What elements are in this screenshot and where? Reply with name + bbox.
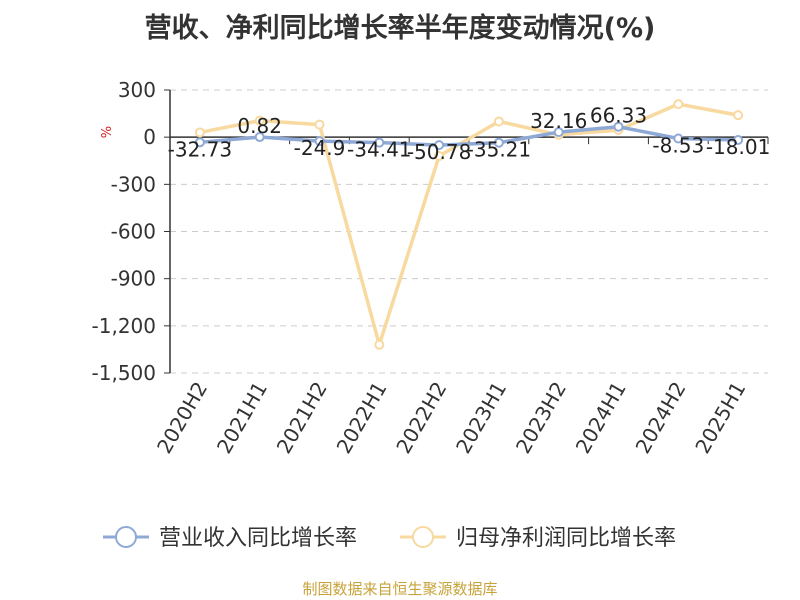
x-tick-label: 2021H1	[212, 378, 272, 458]
x-tick-label: 2023H1	[451, 378, 511, 458]
x-tick-label: 2022H2	[391, 377, 451, 457]
legend-swatch-marker	[115, 526, 137, 548]
x-tick-label: 2022H1	[332, 378, 392, 458]
data-point	[613, 121, 624, 132]
gridlines	[170, 89, 768, 374]
data-point	[434, 140, 445, 151]
data-point	[374, 137, 385, 148]
data-label: -32.73	[168, 137, 232, 161]
y-axis-unit: %	[100, 126, 115, 138]
y-tick-label: -900	[111, 267, 156, 291]
data-point	[733, 110, 744, 121]
data-point	[733, 134, 744, 145]
x-tick-label: 2023H2	[511, 378, 571, 458]
data-label: -35.21	[467, 138, 531, 162]
data-point	[194, 137, 205, 148]
legend: 营业收入同比增长率 归母净利润同比增长率	[103, 526, 676, 551]
data-label: -18.01	[706, 135, 770, 159]
data-point	[254, 132, 265, 143]
x-tick-label: 2020H2	[152, 378, 212, 458]
legend-swatch-marker	[412, 526, 434, 548]
legend-label: 归母净利润同比增长率	[456, 526, 676, 551]
source-note: 制图数据来自恒生聚源数据库	[302, 580, 498, 598]
data-label: -50.78	[407, 140, 471, 164]
data-label: 0.82	[237, 114, 282, 138]
data-label: -34.41	[347, 138, 411, 162]
x-tick-label: 2024H1	[571, 378, 631, 458]
data-labels: -32.730.82 -24.9 -34.41-50.78-35.21 32.16 66…	[168, 104, 771, 164]
data-point	[493, 116, 504, 127]
data-label: 66.33	[590, 104, 647, 128]
data-label: -24.9	[294, 136, 346, 160]
legend-label: 营业收入同比增长率	[159, 526, 357, 551]
x-axis: 2020H2 2021H1 2021H2 2022H1 2022H2 2023H1 2023…	[152, 136, 769, 458]
y-tick-label: 300	[118, 78, 156, 102]
y-tick-label: -600	[111, 220, 156, 244]
x-tick-label: 2024H2	[631, 378, 691, 458]
data-point	[194, 127, 205, 138]
data-point	[673, 99, 684, 110]
data-point	[673, 133, 684, 144]
data-point	[314, 136, 325, 147]
data-point	[314, 119, 325, 130]
data-point	[493, 137, 504, 148]
data-label: -8.53	[652, 134, 704, 158]
data-point	[434, 151, 445, 162]
y-tick-label: -1,500	[92, 361, 156, 385]
series-line	[199, 124, 739, 147]
series-lines	[194, 99, 744, 350]
y-axis: 300 0 -300 -600 -900 -1,200 -1,500%	[92, 78, 171, 385]
y-tick-label: 0	[143, 125, 156, 149]
data-label: 32.16	[530, 109, 587, 133]
series-line	[199, 102, 739, 347]
x-tick-label: 2025H1	[690, 378, 750, 458]
chart-title: 营收、净利同比增长率半年度变动情况(%)	[144, 13, 656, 44]
data-point	[374, 339, 385, 350]
data-point	[254, 115, 265, 126]
y-tick-label: -1,200	[92, 314, 156, 338]
y-tick-label: -300	[111, 172, 156, 196]
data-point	[553, 127, 564, 138]
x-tick-label: 2021H2	[272, 378, 332, 458]
